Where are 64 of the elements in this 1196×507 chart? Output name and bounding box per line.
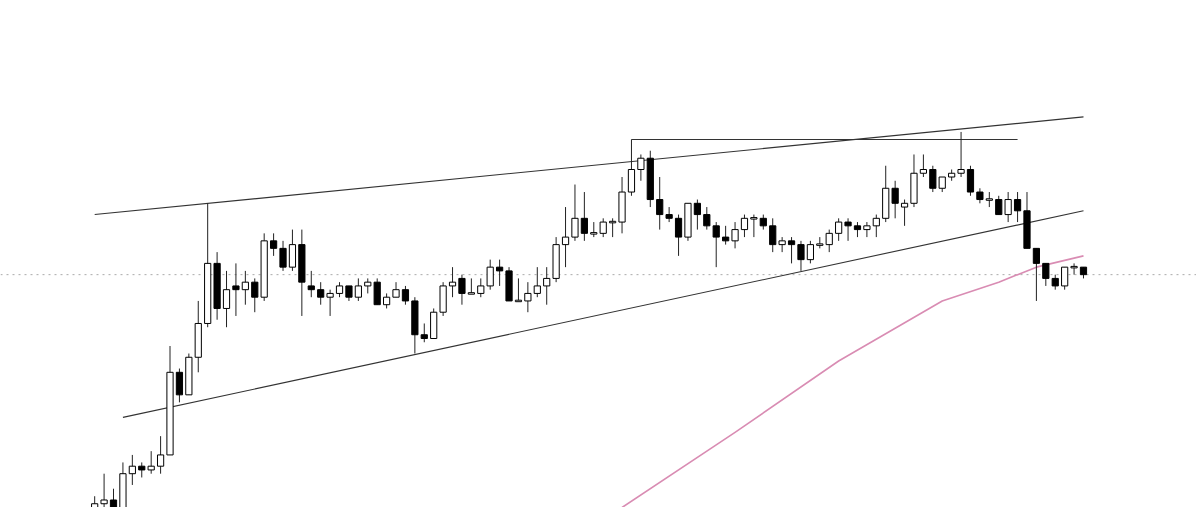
candlestick — [326, 289, 334, 317]
candlestick — [307, 270, 315, 298]
candlestick — [354, 277, 362, 302]
candlestick — [703, 206, 711, 231]
candlestick — [863, 221, 871, 238]
candlestick — [797, 240, 805, 272]
candlestick — [392, 281, 400, 298]
candlestick — [448, 266, 457, 298]
candlestick — [467, 277, 475, 295]
candlestick — [966, 165, 975, 197]
candlestick — [533, 266, 541, 298]
candlestick — [561, 206, 570, 268]
candlestick — [693, 199, 701, 231]
candlestick — [458, 274, 466, 306]
candlestick — [656, 176, 664, 231]
candlestick — [222, 270, 231, 328]
candlestick — [1032, 247, 1041, 302]
candlestick — [674, 214, 683, 257]
candlestick — [712, 221, 720, 268]
candlestick — [750, 214, 758, 238]
candlestick — [156, 435, 165, 475]
candlestick — [420, 322, 428, 343]
candlestick — [1004, 191, 1012, 223]
candlestick — [665, 206, 673, 223]
candlestick — [580, 191, 588, 242]
candlestick — [1070, 262, 1078, 276]
candlestick — [787, 236, 796, 264]
candlestick — [1061, 266, 1069, 291]
candlestick — [1013, 191, 1022, 223]
candlestick — [891, 180, 899, 219]
candlestick — [279, 240, 287, 272]
candlestick — [722, 225, 730, 246]
candlestick — [241, 270, 249, 306]
candlestick — [232, 262, 240, 317]
candlestick — [637, 153, 645, 182]
candlestick — [100, 473, 108, 507]
candlestick — [175, 368, 184, 403]
candlestick — [486, 259, 494, 291]
candlestick — [317, 281, 325, 306]
candlestick — [401, 285, 410, 306]
candlestick — [835, 217, 843, 242]
candlestick — [543, 266, 551, 306]
candlestick — [769, 217, 777, 253]
candlestick — [919, 153, 928, 178]
candlestick — [524, 281, 532, 313]
candlestick — [627, 138, 636, 197]
candlestick — [900, 199, 909, 227]
candlestick — [1042, 262, 1050, 287]
candlestick — [599, 217, 607, 238]
candlestick — [269, 232, 278, 257]
candlestick — [806, 240, 814, 264]
candlestick — [571, 184, 579, 242]
candlestick — [957, 131, 965, 178]
candlestick — [109, 488, 118, 507]
candlestick — [128, 454, 136, 486]
candlestick — [740, 214, 749, 238]
candlestick — [844, 217, 852, 242]
candlestick — [288, 229, 297, 272]
candlestick — [872, 214, 880, 238]
candlestick — [995, 195, 1003, 216]
candlestick — [731, 221, 739, 249]
candlestick — [496, 259, 504, 287]
candlestick — [778, 236, 786, 253]
candlestick — [477, 277, 485, 298]
